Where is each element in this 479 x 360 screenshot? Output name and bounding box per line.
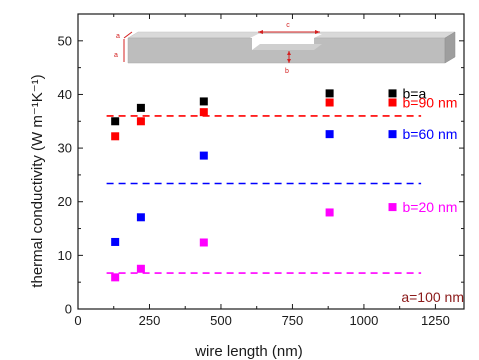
legend-label-b-20-nm: b=20 nm: [403, 199, 458, 215]
dim-arrowhead-b-top: [287, 51, 291, 55]
data-point-b-60-nm: [199, 151, 208, 160]
data-point-b-20-nm: [199, 238, 208, 247]
dashed-lines-layer: [106, 115, 422, 274]
data-point-b-a: [111, 117, 120, 126]
data-point-b-90-nm: [111, 132, 120, 141]
wire-notch-top: [250, 34, 322, 38]
y-tick-label: 40: [58, 87, 72, 102]
wire-inset-diagram: a a c b: [114, 22, 456, 75]
data-point-b-90-nm: [136, 117, 145, 126]
wire-side-face: [444, 31, 456, 64]
dim-arrow-a-depth: [123, 31, 133, 39]
data-points-layer: [111, 89, 334, 282]
inset-dim-label-b: b: [285, 68, 289, 75]
legend-marker-b-60-nm: [388, 130, 397, 139]
y-tick-label: 20: [58, 194, 72, 209]
legend-marker-b-a: [388, 89, 397, 98]
x-tick-label: 0: [74, 313, 81, 328]
legend-marker-b-20-nm: [388, 203, 397, 212]
data-point-b-20-nm: [111, 273, 120, 282]
legend-label-b-a: b=a: [403, 85, 427, 101]
data-point-b-60-nm: [111, 237, 120, 246]
dim-arrowhead-c-right: [315, 30, 320, 34]
x-tick-label: 1250: [421, 313, 450, 328]
data-point-b-a: [136, 103, 145, 112]
legend-marker-b-90-nm: [388, 98, 397, 107]
inset-dim-label-c: c: [286, 22, 290, 29]
plot-frame-layer: [77, 13, 465, 310]
x-tick-label: 250: [139, 313, 161, 328]
x-tick-label: 1000: [349, 313, 378, 328]
data-point-b-60-nm: [136, 213, 145, 222]
inset-dim-label-a: a: [114, 52, 118, 59]
x-tick-label: 500: [210, 313, 232, 328]
y-axis-title: thermal conductivity (W m⁻¹K⁻¹): [29, 74, 46, 287]
dim-arrowhead-b-bottom: [287, 59, 291, 63]
y-tick-label: 30: [58, 141, 72, 156]
plot-border: [77, 13, 465, 310]
y-tick-label: 0: [65, 302, 72, 317]
legend: b=ab=90 nm b=60 nm b=20 nm: [388, 85, 458, 215]
data-point-b-60-nm: [325, 130, 334, 139]
legend-label-b-60-nm: b=60 nm: [403, 126, 458, 142]
data-point-b-20-nm: [325, 208, 334, 217]
ticks-layer: 0 250 500 750 1000 1250 0 10 20 30 40 50: [58, 14, 464, 328]
legend-label-b-90-nm: b=90 nm: [403, 95, 458, 111]
wire-notch-floor: [252, 44, 322, 50]
data-point-b-a: [325, 89, 334, 98]
y-tick-label: 50: [58, 33, 72, 48]
data-point-b-20-nm: [136, 264, 145, 273]
inset-dim-label-a: a: [116, 33, 120, 40]
x-tick-label: 750: [282, 313, 304, 328]
data-point-b-90-nm: [325, 98, 334, 107]
dim-arrowhead-c-left: [258, 30, 263, 34]
y-tick-label: 10: [58, 248, 72, 263]
data-point-b-a: [199, 97, 208, 106]
x-axis-title: wire length (nm): [194, 343, 303, 360]
data-point-b-90-nm: [199, 108, 208, 117]
annotation-a-value: a=100 nm: [401, 289, 464, 305]
